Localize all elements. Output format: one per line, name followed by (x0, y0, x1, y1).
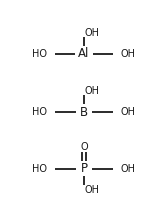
Text: OH: OH (84, 28, 99, 38)
Text: OH: OH (121, 49, 136, 59)
Text: Al: Al (78, 48, 90, 60)
Text: HO: HO (32, 49, 47, 59)
Text: OH: OH (121, 107, 136, 117)
Text: OH: OH (121, 164, 136, 174)
Text: P: P (81, 162, 88, 175)
Text: HO: HO (32, 107, 47, 117)
Text: HO: HO (32, 164, 47, 174)
Text: O: O (80, 142, 88, 152)
Text: OH: OH (84, 86, 99, 96)
Text: OH: OH (84, 185, 99, 195)
Text: B: B (80, 106, 88, 119)
